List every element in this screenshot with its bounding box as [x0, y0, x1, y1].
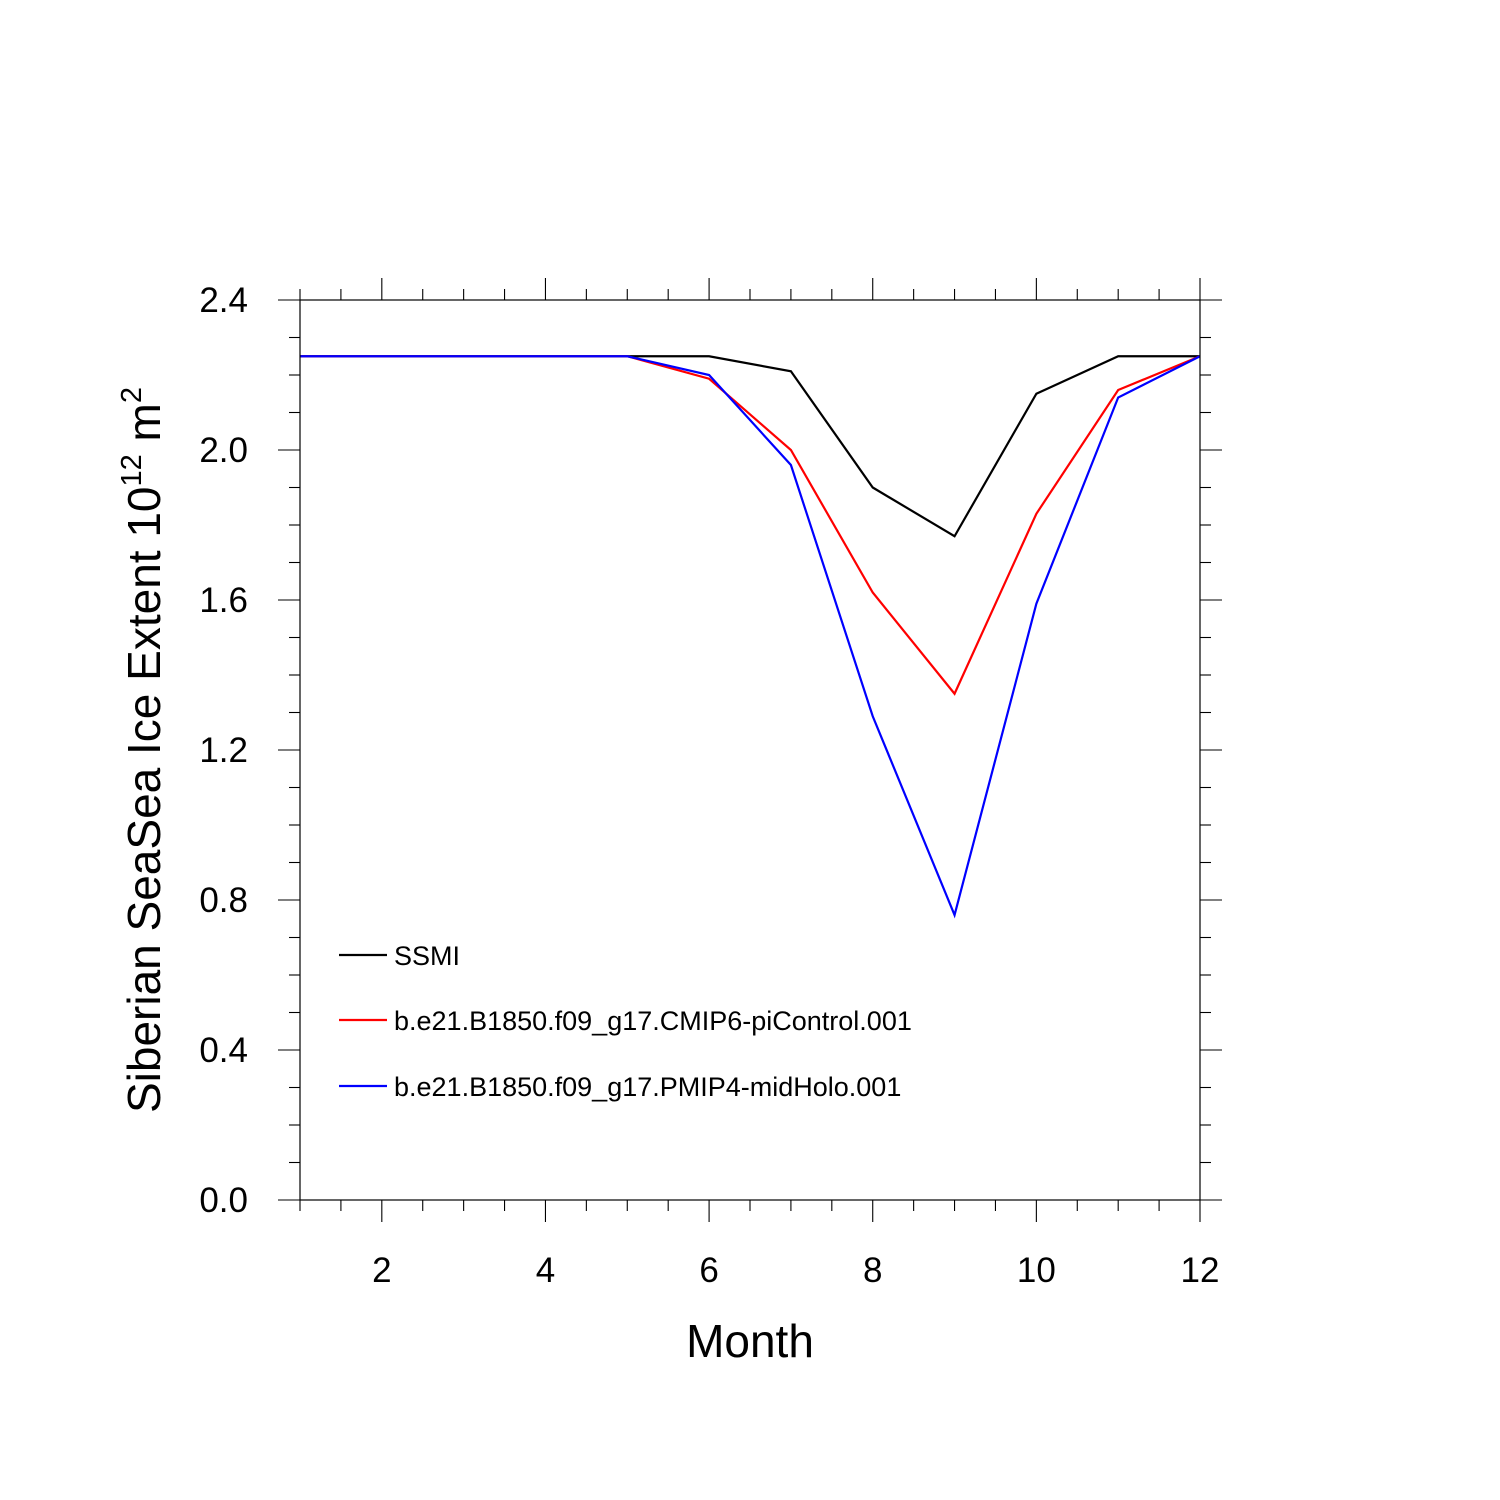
y-tick-labels: 0.0 0.4 0.8 1.2 1.6 2.0 2.4: [199, 281, 248, 1220]
y-axis-title-exponent: 12: [116, 454, 148, 486]
y-tick-label: 1.2: [199, 731, 248, 770]
x-axis-title: Month: [686, 1315, 814, 1367]
plot-frame: [299, 299, 1201, 1201]
series-line-1: [300, 355, 1200, 538]
y-tick-label: 0.8: [199, 881, 248, 920]
legend: SSMI b.e21.B1850.f09_g17.CMIP6-piControl.…: [339, 941, 912, 1102]
y-tick-label: 0.4: [199, 1031, 248, 1070]
legend-label: b.e21.B1850.f09_g17.PMIP4-midHolo.001: [394, 1072, 901, 1102]
legend-label: SSMI: [394, 941, 460, 971]
y-axis-title-prefix: Siberian SeaSea Ice Extent 10: [118, 486, 170, 1113]
x-tick-label: 10: [1017, 1251, 1056, 1290]
x-tick-label: 12: [1181, 1251, 1220, 1290]
y-axis-title-unit: m: [118, 403, 170, 454]
x-tick-label: 4: [536, 1251, 555, 1290]
y-tick-label: 2.4: [199, 281, 248, 320]
legend-label: b.e21.B1850.f09_g17.CMIP6-piControl.001: [394, 1006, 912, 1036]
series-lines: [299, 355, 1201, 919]
y-tick-label: 1.6: [199, 581, 248, 620]
x-tick-label: 8: [863, 1251, 882, 1290]
axis-ticks: [278, 278, 1222, 1222]
y-axis-title-unit-exponent: 2: [116, 387, 148, 403]
series-line-3: [300, 355, 1201, 919]
series-line-2: [300, 355, 1201, 696]
x-tick-label: 6: [699, 1251, 718, 1290]
x-tick-label: 2: [372, 1251, 391, 1290]
x-tick-labels: 2 4 6 8 10 12: [372, 1251, 1219, 1290]
y-tick-label: 0.0: [199, 1181, 248, 1220]
y-axis-title: Siberian SeaSea Ice Extent 1012 m2: [116, 387, 170, 1113]
y-tick-label: 2.0: [199, 431, 248, 470]
